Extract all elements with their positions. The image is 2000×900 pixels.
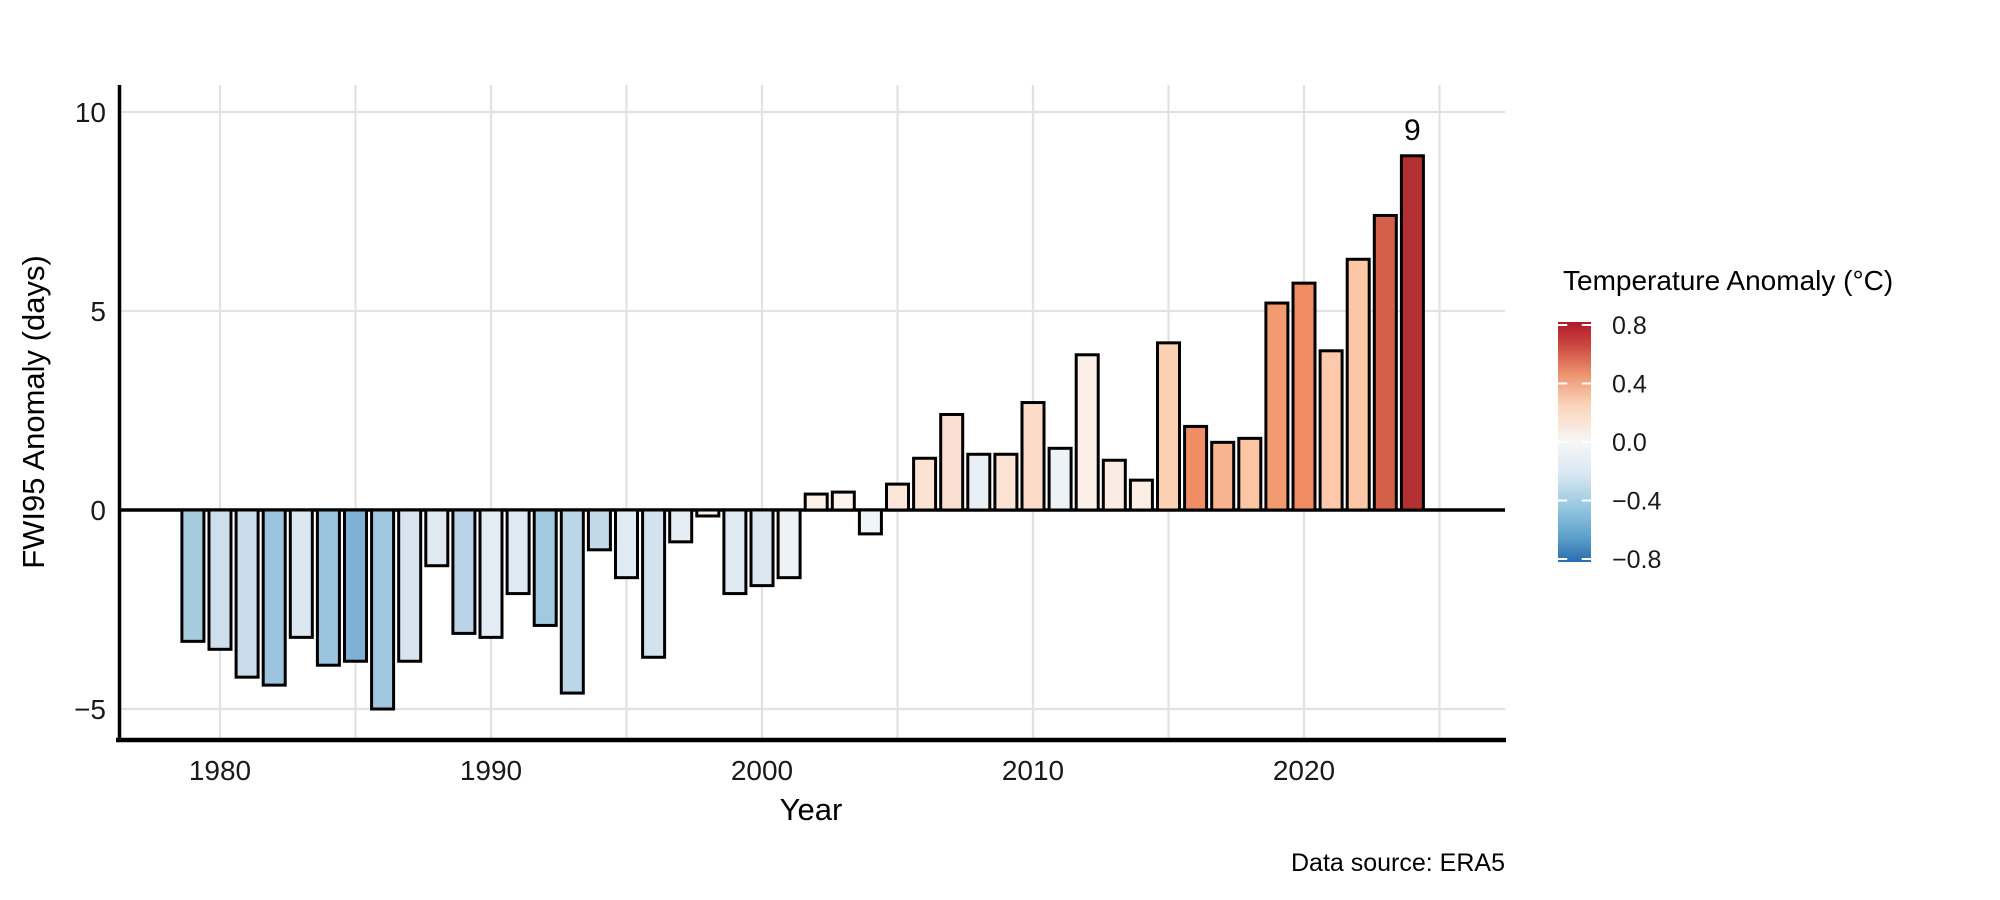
x-tick-label: 2000 bbox=[731, 755, 793, 786]
x-tick-label: 2010 bbox=[1002, 755, 1064, 786]
bar-1983 bbox=[288, 508, 314, 639]
bar-2024 bbox=[1399, 154, 1425, 512]
bar-2003 bbox=[830, 490, 856, 512]
bar-1984 bbox=[315, 508, 341, 667]
bar-2007 bbox=[939, 412, 965, 512]
legend-tick-label: −0.8 bbox=[1612, 546, 1661, 574]
bar-2002 bbox=[803, 492, 829, 512]
bar-1994 bbox=[586, 508, 612, 552]
bar-1997 bbox=[668, 508, 694, 544]
x-tick-label: 1980 bbox=[189, 755, 251, 786]
bar-1990 bbox=[478, 508, 504, 639]
bar-2005 bbox=[885, 482, 910, 512]
bar-1981 bbox=[234, 508, 260, 679]
bar-2020 bbox=[1291, 281, 1317, 512]
bar-2006 bbox=[912, 456, 938, 512]
x-axis-tick-labels: 1980 1990 2000 2010 2020 bbox=[189, 755, 1335, 786]
bar-1989 bbox=[451, 508, 477, 635]
bar-2009 bbox=[993, 452, 1019, 512]
bar-2022 bbox=[1345, 257, 1371, 512]
bar-2017 bbox=[1210, 440, 1236, 512]
bar-2011 bbox=[1047, 446, 1073, 512]
bar-1991 bbox=[505, 508, 531, 596]
legend-tick-labels: 0.8 0.4 0.0 −0.4 −0.8 bbox=[1612, 312, 1661, 574]
bar-2010 bbox=[1020, 401, 1046, 512]
bar-1985 bbox=[343, 508, 368, 663]
bar-1993 bbox=[559, 508, 585, 695]
bar-2016 bbox=[1183, 424, 1209, 512]
y-tick-label: 5 bbox=[90, 296, 106, 327]
bar-annotation: 9 bbox=[1404, 114, 1421, 147]
y-axis-title: FWI95 Anomaly (days) bbox=[16, 255, 51, 569]
bar-1995 bbox=[614, 508, 639, 580]
bar-2019 bbox=[1264, 301, 1290, 512]
bar-2021 bbox=[1318, 349, 1344, 512]
bar-2015 bbox=[1156, 341, 1181, 512]
legend-tick-label: 0.4 bbox=[1612, 371, 1647, 399]
bar-1988 bbox=[424, 508, 450, 568]
bar-2004 bbox=[857, 508, 883, 536]
legend: Temperature Anomaly (°C) 0.8 0.4 0.0 −0.4 −0… bbox=[1558, 265, 1893, 574]
y-tick-label: 0 bbox=[90, 495, 106, 526]
legend-title: Temperature Anomaly (°C) bbox=[1563, 265, 1893, 296]
y-tick-label: −5 bbox=[74, 694, 106, 725]
y-tick-label: 10 bbox=[75, 97, 106, 128]
x-tick-label: 2020 bbox=[1273, 755, 1335, 786]
bar-2000 bbox=[749, 508, 775, 588]
bar-2012 bbox=[1074, 353, 1100, 512]
bar-2008 bbox=[966, 452, 992, 512]
legend-tick-label: −0.4 bbox=[1612, 488, 1661, 516]
x-tick-label: 1990 bbox=[460, 755, 522, 786]
bar-2001 bbox=[776, 508, 802, 580]
x-axis-title: Year bbox=[780, 792, 843, 827]
bar-1980 bbox=[207, 508, 233, 651]
legend-tick-label: 0.0 bbox=[1612, 429, 1647, 457]
bar-1987 bbox=[397, 508, 423, 663]
bar-2023 bbox=[1372, 213, 1398, 512]
legend-tick-marks bbox=[1558, 324, 1591, 560]
legend-tick-label: 0.8 bbox=[1612, 312, 1647, 340]
bar-2018 bbox=[1237, 436, 1263, 512]
bar-1979 bbox=[180, 508, 206, 643]
y-axis-tick-labels: 10 5 0 −5 bbox=[74, 97, 106, 725]
bar-2013 bbox=[1101, 458, 1127, 512]
bar-1996 bbox=[641, 508, 667, 659]
bar-2014 bbox=[1128, 478, 1154, 512]
bar-1998 bbox=[695, 508, 721, 518]
bar-1982 bbox=[261, 508, 287, 687]
bar-series bbox=[180, 154, 1425, 711]
bar-1992 bbox=[532, 508, 558, 627]
caption: Data source: ERA5 bbox=[1291, 849, 1505, 877]
bar-1986 bbox=[370, 508, 396, 711]
bar-1999 bbox=[722, 508, 748, 596]
